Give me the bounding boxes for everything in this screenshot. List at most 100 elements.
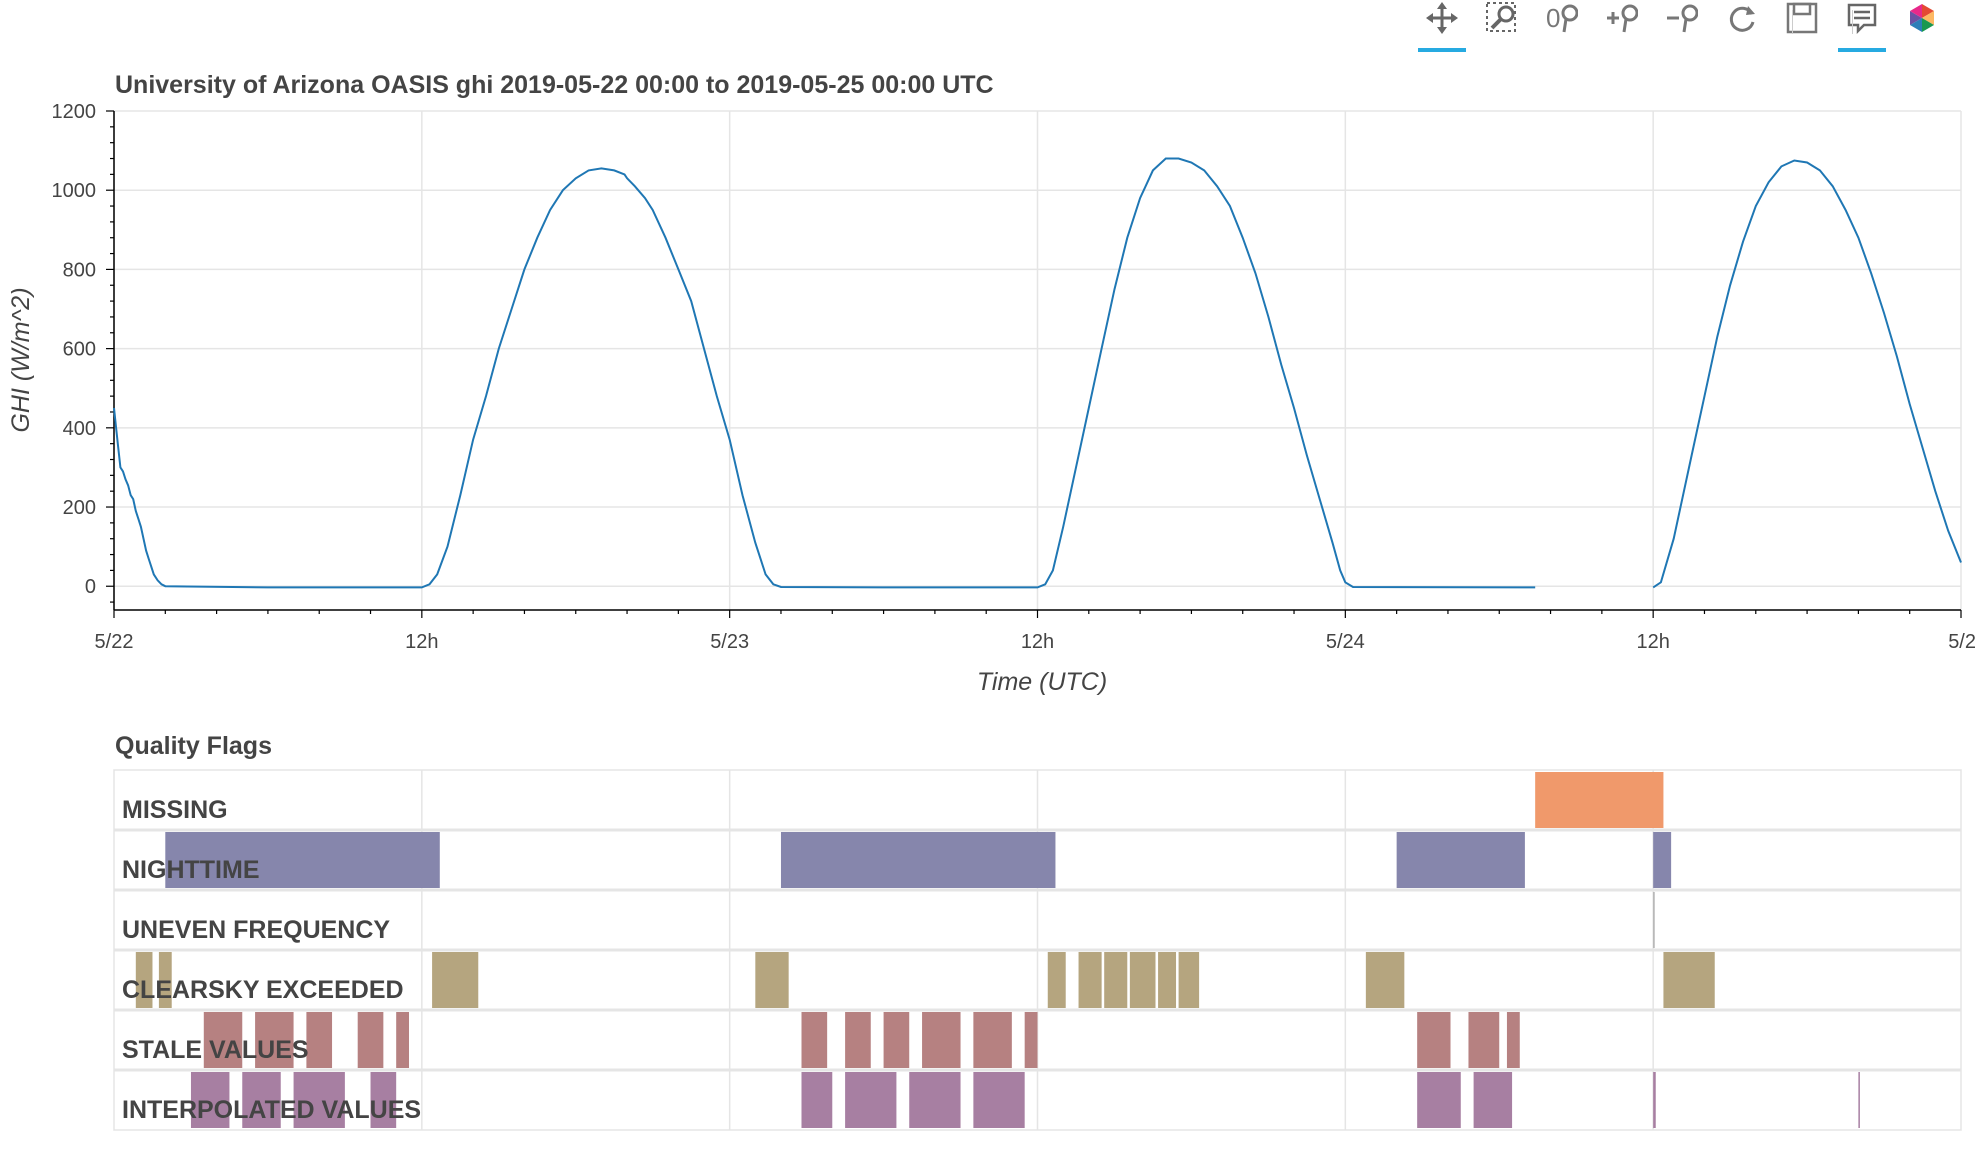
flag-label: NIGHTTIME	[122, 856, 260, 884]
flag-interval	[1417, 1072, 1461, 1128]
flag-interval	[883, 1012, 910, 1068]
flag-interval	[1663, 952, 1715, 1008]
y-tick-label: 1000	[52, 180, 97, 202]
flag-interval	[293, 1072, 345, 1128]
svg-text:0: 0	[1546, 3, 1560, 33]
y-tick-label: 200	[63, 497, 96, 519]
zoom-in-tool-button[interactable]	[1598, 0, 1646, 44]
x-tick-label: 5/23	[710, 631, 749, 653]
flag-interval	[1047, 952, 1066, 1008]
reset-zoom-tool-icon: 0	[1546, 3, 1578, 33]
flag-interval	[909, 1072, 961, 1128]
flag-label: UNEVEN FREQUENCY	[122, 916, 390, 944]
zoom-out-tool-button[interactable]	[1658, 0, 1706, 44]
save-tool-icon	[1786, 2, 1818, 34]
flag-interval	[432, 952, 479, 1008]
flag-interval	[922, 1012, 961, 1068]
box-zoom-tool-button[interactable]	[1478, 0, 1526, 44]
grid	[113, 110, 1962, 610]
ghi-series-line	[113, 157, 1962, 589]
flag-label: INTERPOLATED VALUES	[122, 1096, 421, 1124]
flag-interval	[1468, 1012, 1500, 1068]
reset-zoom-tool-button[interactable]: 0	[1538, 0, 1586, 44]
hover-tool-icon	[1847, 3, 1877, 34]
bokeh-logo-icon	[1908, 4, 1936, 32]
flags-title: Quality Flags	[115, 732, 272, 760]
flag-interval	[370, 1072, 397, 1128]
flag-interval	[973, 1072, 1025, 1128]
flag-interval	[1858, 1072, 1860, 1128]
flag-interval	[1653, 892, 1655, 948]
flag-label: STALE VALUES	[122, 1036, 309, 1064]
flag-interval	[1078, 952, 1102, 1008]
flag-rows: MISSING NIGHTTIME UNEVEN FREQUENCY CLEARSKY…	[113, 769, 1962, 1131]
box-zoom-tool-icon	[1486, 2, 1516, 32]
reset-tool-button[interactable]	[1718, 0, 1766, 44]
flag-row-nighttime: NIGHTTIME	[122, 832, 1672, 888]
pan-tool-icon	[1426, 2, 1458, 34]
flag-interval	[780, 832, 1056, 888]
flag-interval	[1396, 832, 1525, 888]
flag-interval	[755, 952, 789, 1008]
flag-interval	[1535, 772, 1664, 828]
bokeh-logo-button[interactable]	[1898, 0, 1946, 44]
x-tick-label: 12h	[1636, 631, 1669, 653]
save-tool-button[interactable]	[1778, 0, 1826, 44]
flag-row-interpolated-values: INTERPOLATED VALUES	[122, 1072, 1860, 1128]
flag-interval	[801, 1012, 828, 1068]
flag-row-stale-values: STALE VALUES	[122, 1012, 1520, 1068]
flag-interval	[1653, 1072, 1656, 1128]
flag-interval	[801, 1072, 833, 1128]
flag-interval	[1129, 952, 1156, 1008]
flag-interval	[1158, 952, 1177, 1008]
y-tick-label: 600	[63, 339, 96, 361]
flag-interval	[158, 952, 172, 1008]
x-tick-label: 5/24	[1326, 631, 1365, 653]
reset-tool-icon	[1729, 6, 1755, 32]
hover-tool-button[interactable]	[1838, 0, 1886, 52]
y-axis-label: GHI (W/m^2)	[7, 287, 35, 432]
flag-interval	[255, 1012, 294, 1068]
flag-interval	[1178, 952, 1200, 1008]
flag-row-missing: MISSING	[122, 772, 1664, 828]
flag-interval	[845, 1012, 871, 1068]
x-axis-label: Time (UTC)	[977, 668, 1107, 696]
zoom-out-tool-icon	[1667, 4, 1698, 33]
flag-interval	[973, 1012, 1012, 1068]
y-tick-label: 1200	[52, 101, 97, 123]
flag-interval	[1506, 1012, 1520, 1068]
flag-row-clearsky-exceeded: CLEARSKY EXCEEDED	[122, 952, 1715, 1008]
toolbar-separator	[1792, 10, 1793, 34]
flag-interval	[306, 1012, 333, 1068]
flag-interval	[357, 1012, 384, 1068]
flag-interval	[845, 1072, 897, 1128]
chart-title: University of Arizona OASIS ghi 2019-05-…	[115, 71, 994, 99]
flag-interval	[396, 1012, 410, 1068]
pan-tool-button[interactable]	[1418, 0, 1466, 52]
series	[113, 157, 1962, 589]
y-tick-label: 800	[63, 259, 96, 281]
flag-interval	[165, 832, 440, 888]
x-tick-label: 5/2	[1948, 631, 1976, 653]
quality-flags-chart: Quality Flags MISSING NIGHTTIME UNEVEN FRE…	[113, 732, 1962, 1131]
toolbar-separator	[1852, 10, 1853, 34]
flag-interval	[1417, 1012, 1451, 1068]
flag-interval	[203, 1012, 243, 1068]
flag-interval	[1104, 952, 1128, 1008]
flag-interval	[190, 1072, 230, 1128]
x-tick-label: 12h	[405, 631, 438, 653]
flag-interval	[242, 1072, 281, 1128]
x-tick-label: 5/22	[95, 631, 134, 653]
flag-label: MISSING	[122, 796, 228, 824]
y-tick-label: 400	[63, 418, 96, 440]
flag-row-uneven-frequency: UNEVEN FREQUENCY	[122, 892, 1655, 948]
x-tick-label: 12h	[1021, 631, 1054, 653]
flag-interval	[135, 952, 153, 1008]
flag-interval	[1473, 1072, 1513, 1128]
axes: 0 200 400 600 800 1000 1200 5/22 12h 5/23 12h 5/24 1…	[52, 101, 1977, 653]
plot-toolbar: 0	[1418, 0, 1980, 56]
y-tick-label: 0	[85, 576, 96, 598]
flag-interval	[1365, 952, 1405, 1008]
zoom-in-tool-icon	[1607, 4, 1638, 33]
